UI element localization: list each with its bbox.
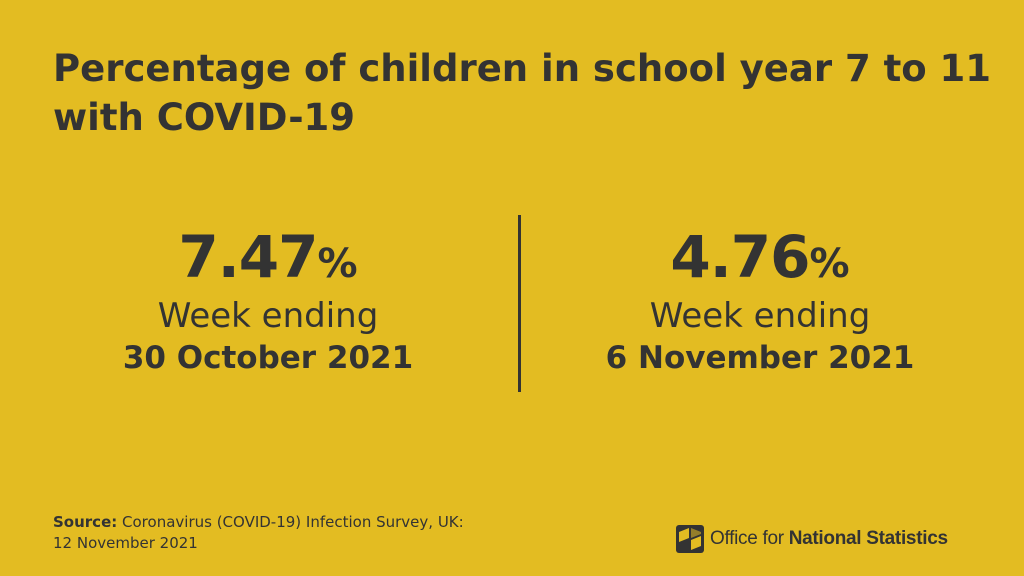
stat-value: 7.47: [178, 223, 318, 291]
logo-text-regular: Office for: [710, 528, 784, 549]
source-note: Source: Coronavirus (COVID-19) Infection…: [53, 512, 553, 554]
stat-value-line: 4.76%: [550, 224, 970, 290]
page-title: Percentage of children in school year 7 …: [53, 47, 992, 139]
logo-text: Office for National Statistics: [710, 528, 948, 550]
stat-label: Week ending: [649, 296, 871, 336]
stat-unit: %: [809, 241, 850, 287]
stat-value: 4.76: [670, 223, 810, 291]
stat-value-line: 7.47%: [58, 224, 478, 290]
ons-logo: Office for National Statistics: [676, 523, 948, 555]
stat-week-1: 7.47% Week ending 30 October 2021: [58, 224, 478, 380]
divider: [518, 215, 521, 392]
stat-unit: %: [317, 241, 358, 287]
stat-date: 6 November 2021: [605, 340, 915, 376]
ons-logo-icon: [676, 525, 704, 553]
stat-date: 30 October 2021: [122, 340, 414, 376]
source-date: 12 November 2021: [53, 534, 198, 552]
stat-label: Week ending: [157, 296, 379, 336]
source-text: Coronavirus (COVID-19) Infection Survey,…: [122, 513, 464, 531]
logo-text-bold: National Statistics: [788, 528, 948, 549]
source-label: Source:: [53, 513, 118, 531]
stat-week-2: 4.76% Week ending 6 November 2021: [550, 224, 970, 380]
